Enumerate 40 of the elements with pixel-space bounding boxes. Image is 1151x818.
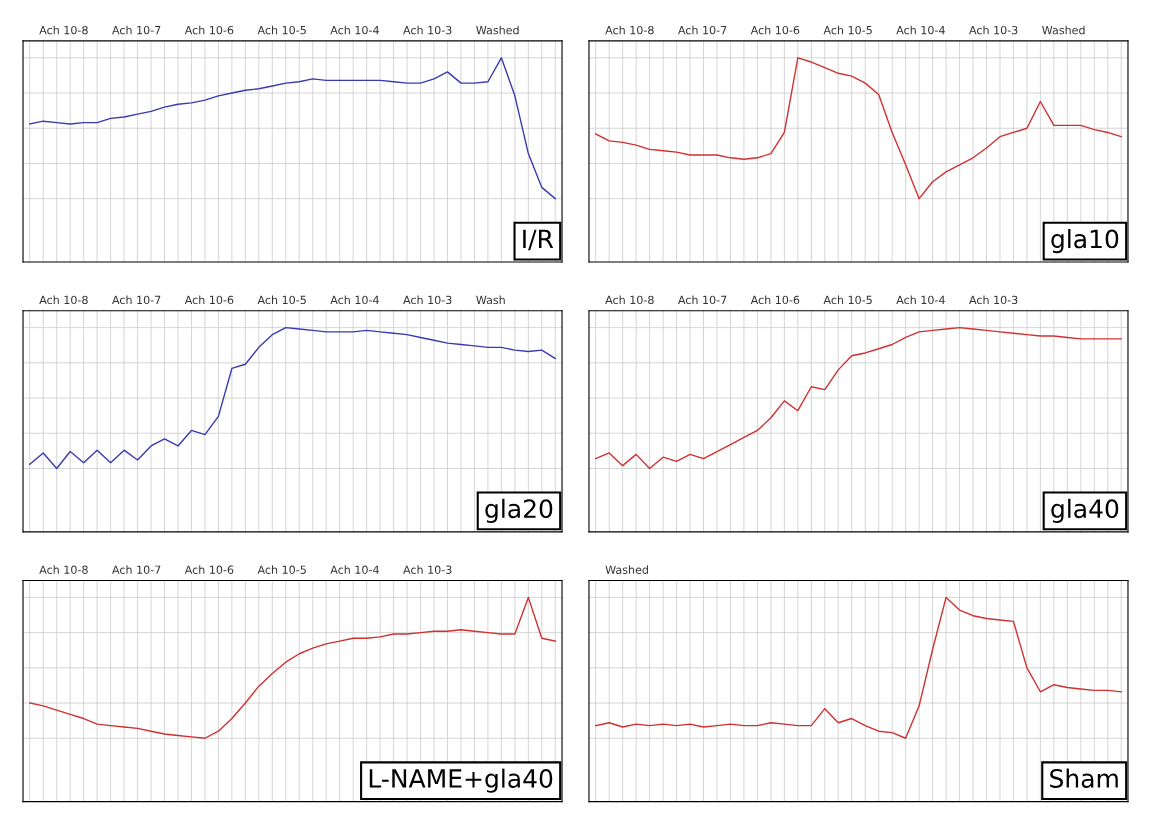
text: Ach 10-5 (257, 565, 306, 574)
text: Ach 10-7 (112, 565, 161, 574)
text: Ach 10-3 (969, 295, 1018, 305)
text: L-NAME+gla40 (369, 768, 553, 793)
text: Ach 10-3 (403, 565, 452, 574)
text: Ach 10-8 (39, 25, 88, 35)
text: Ach 10-4 (330, 25, 379, 35)
text: Ach 10-4 (330, 295, 379, 305)
text: Ach 10-3 (403, 295, 452, 305)
text: Ach 10-7 (678, 25, 727, 35)
text: Ach 10-5 (823, 295, 872, 305)
text: Ach 10-6 (184, 295, 234, 305)
text: Ach 10-7 (112, 295, 161, 305)
text: gla40 (1051, 498, 1119, 523)
text: Ach 10-6 (750, 25, 800, 35)
text: Washed (1042, 25, 1085, 35)
text: Ach 10-4 (896, 295, 945, 305)
text: Ach 10-5 (257, 25, 306, 35)
text: Ach 10-8 (605, 295, 654, 305)
text: Ach 10-8 (605, 25, 654, 35)
text: Ach 10-6 (184, 25, 234, 35)
text: Washed (476, 25, 519, 35)
text: Ach 10-6 (750, 295, 800, 305)
text: Ach 10-8 (39, 295, 88, 305)
text: Ach 10-6 (184, 565, 234, 574)
text: Ach 10-5 (823, 25, 872, 35)
text: Ach 10-8 (39, 565, 88, 574)
text: Washed (605, 565, 648, 574)
text: Ach 10-3 (403, 25, 452, 35)
text: Ach 10-7 (678, 295, 727, 305)
text: Ach 10-4 (330, 565, 379, 574)
text: I/R (523, 229, 554, 251)
text: Ach 10-3 (969, 25, 1018, 35)
text: Sham (1050, 768, 1118, 788)
text: Ach 10-5 (257, 295, 306, 305)
text: Ach 10-4 (896, 25, 945, 35)
text: Ach 10-7 (112, 25, 161, 35)
text: gla10 (1051, 229, 1119, 254)
text: Wash (476, 295, 505, 305)
text: gla20 (485, 498, 553, 523)
